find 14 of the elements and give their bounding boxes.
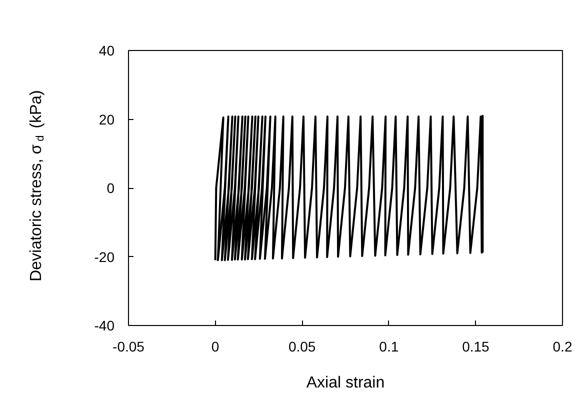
y-axis-title: Deviatoric stress, σd (kPa) [28,90,46,282]
x-axis-title: Axial strain [306,374,385,392]
y-tick-label: -40 [94,318,115,334]
y-tick-label: 40 [98,42,115,58]
x-tick-label: 0.2 [552,338,572,354]
y-tick-label: -20 [94,248,115,265]
y-tick-label: 20 [98,111,115,128]
x-tick-label: 0.1 [379,338,399,354]
x-tick-label: 0.15 [462,338,490,354]
line-series [214,114,484,262]
y-tick-label: 0 [106,180,115,196]
x-tick-label: 0.05 [288,338,316,354]
x-tick-label: 0 [211,338,220,354]
x-tick-label: -0.05 [112,338,145,354]
